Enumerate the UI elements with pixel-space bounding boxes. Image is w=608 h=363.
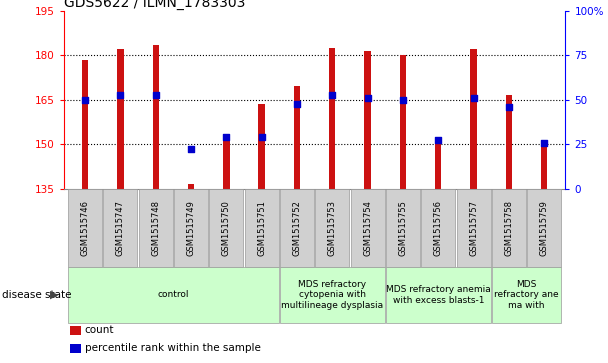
Bar	[329, 48, 336, 189]
Bar	[351, 189, 385, 267]
Bar	[82, 60, 88, 189]
Bar	[244, 189, 278, 267]
Bar	[294, 86, 300, 189]
Text: percentile rank within the sample: percentile rank within the sample	[85, 343, 260, 354]
Text: GSM1515753: GSM1515753	[328, 200, 337, 256]
Point	[257, 134, 266, 140]
Bar	[188, 184, 194, 189]
Text: GSM1515754: GSM1515754	[363, 200, 372, 256]
Text: GSM1515750: GSM1515750	[222, 200, 231, 256]
Text: GSM1515758: GSM1515758	[505, 200, 513, 256]
Bar	[492, 189, 526, 267]
Bar	[209, 189, 243, 267]
Text: control: control	[157, 290, 189, 299]
Bar	[68, 267, 278, 323]
Point	[539, 140, 549, 146]
Point	[186, 146, 196, 152]
Point	[363, 95, 373, 101]
Bar	[103, 189, 137, 267]
Bar	[68, 189, 102, 267]
Text: GSM1515746: GSM1515746	[80, 200, 89, 256]
Bar	[223, 134, 229, 189]
Bar	[153, 45, 159, 189]
Bar	[541, 143, 547, 189]
Point	[504, 104, 514, 110]
Text: GSM1515748: GSM1515748	[151, 200, 160, 256]
Text: GSM1515757: GSM1515757	[469, 200, 478, 256]
Bar	[174, 189, 208, 267]
Bar	[527, 189, 561, 267]
Text: GSM1515756: GSM1515756	[434, 200, 443, 256]
Bar	[139, 189, 173, 267]
Point	[80, 97, 90, 103]
Point	[292, 101, 302, 107]
Bar	[364, 51, 371, 189]
Bar	[280, 189, 314, 267]
Text: count: count	[85, 325, 114, 335]
Bar	[506, 95, 512, 189]
Bar	[471, 49, 477, 189]
Text: GSM1515749: GSM1515749	[187, 200, 196, 256]
Text: GSM1515759: GSM1515759	[540, 200, 549, 256]
Text: MDS
refractory ane
ma with: MDS refractory ane ma with	[494, 280, 559, 310]
Bar	[316, 189, 349, 267]
Text: GDS5622 / ILMN_1783303: GDS5622 / ILMN_1783303	[64, 0, 245, 10]
Point	[221, 134, 231, 140]
Bar	[258, 104, 265, 189]
Point	[116, 93, 125, 98]
Bar	[492, 267, 561, 323]
Bar	[117, 49, 123, 189]
Text: GSM1515751: GSM1515751	[257, 200, 266, 256]
Bar	[386, 189, 420, 267]
Text: GSM1515747: GSM1515747	[116, 200, 125, 256]
Text: MDS refractory anemia
with excess blasts-1: MDS refractory anemia with excess blasts…	[386, 285, 491, 305]
Text: MDS refractory
cytopenia with
multilineage dysplasia: MDS refractory cytopenia with multilinea…	[282, 280, 384, 310]
Bar	[457, 189, 491, 267]
Point	[434, 137, 443, 143]
Text: ▶: ▶	[50, 290, 59, 300]
Bar	[421, 189, 455, 267]
Text: GSM1515752: GSM1515752	[292, 200, 302, 256]
Text: disease state: disease state	[2, 290, 71, 300]
Text: GSM1515755: GSM1515755	[398, 200, 407, 256]
Bar	[280, 267, 385, 323]
Point	[398, 97, 408, 103]
Bar	[435, 138, 441, 189]
Point	[151, 93, 161, 98]
Point	[469, 95, 478, 101]
Bar	[386, 267, 491, 323]
Point	[328, 93, 337, 98]
Bar	[400, 55, 406, 189]
